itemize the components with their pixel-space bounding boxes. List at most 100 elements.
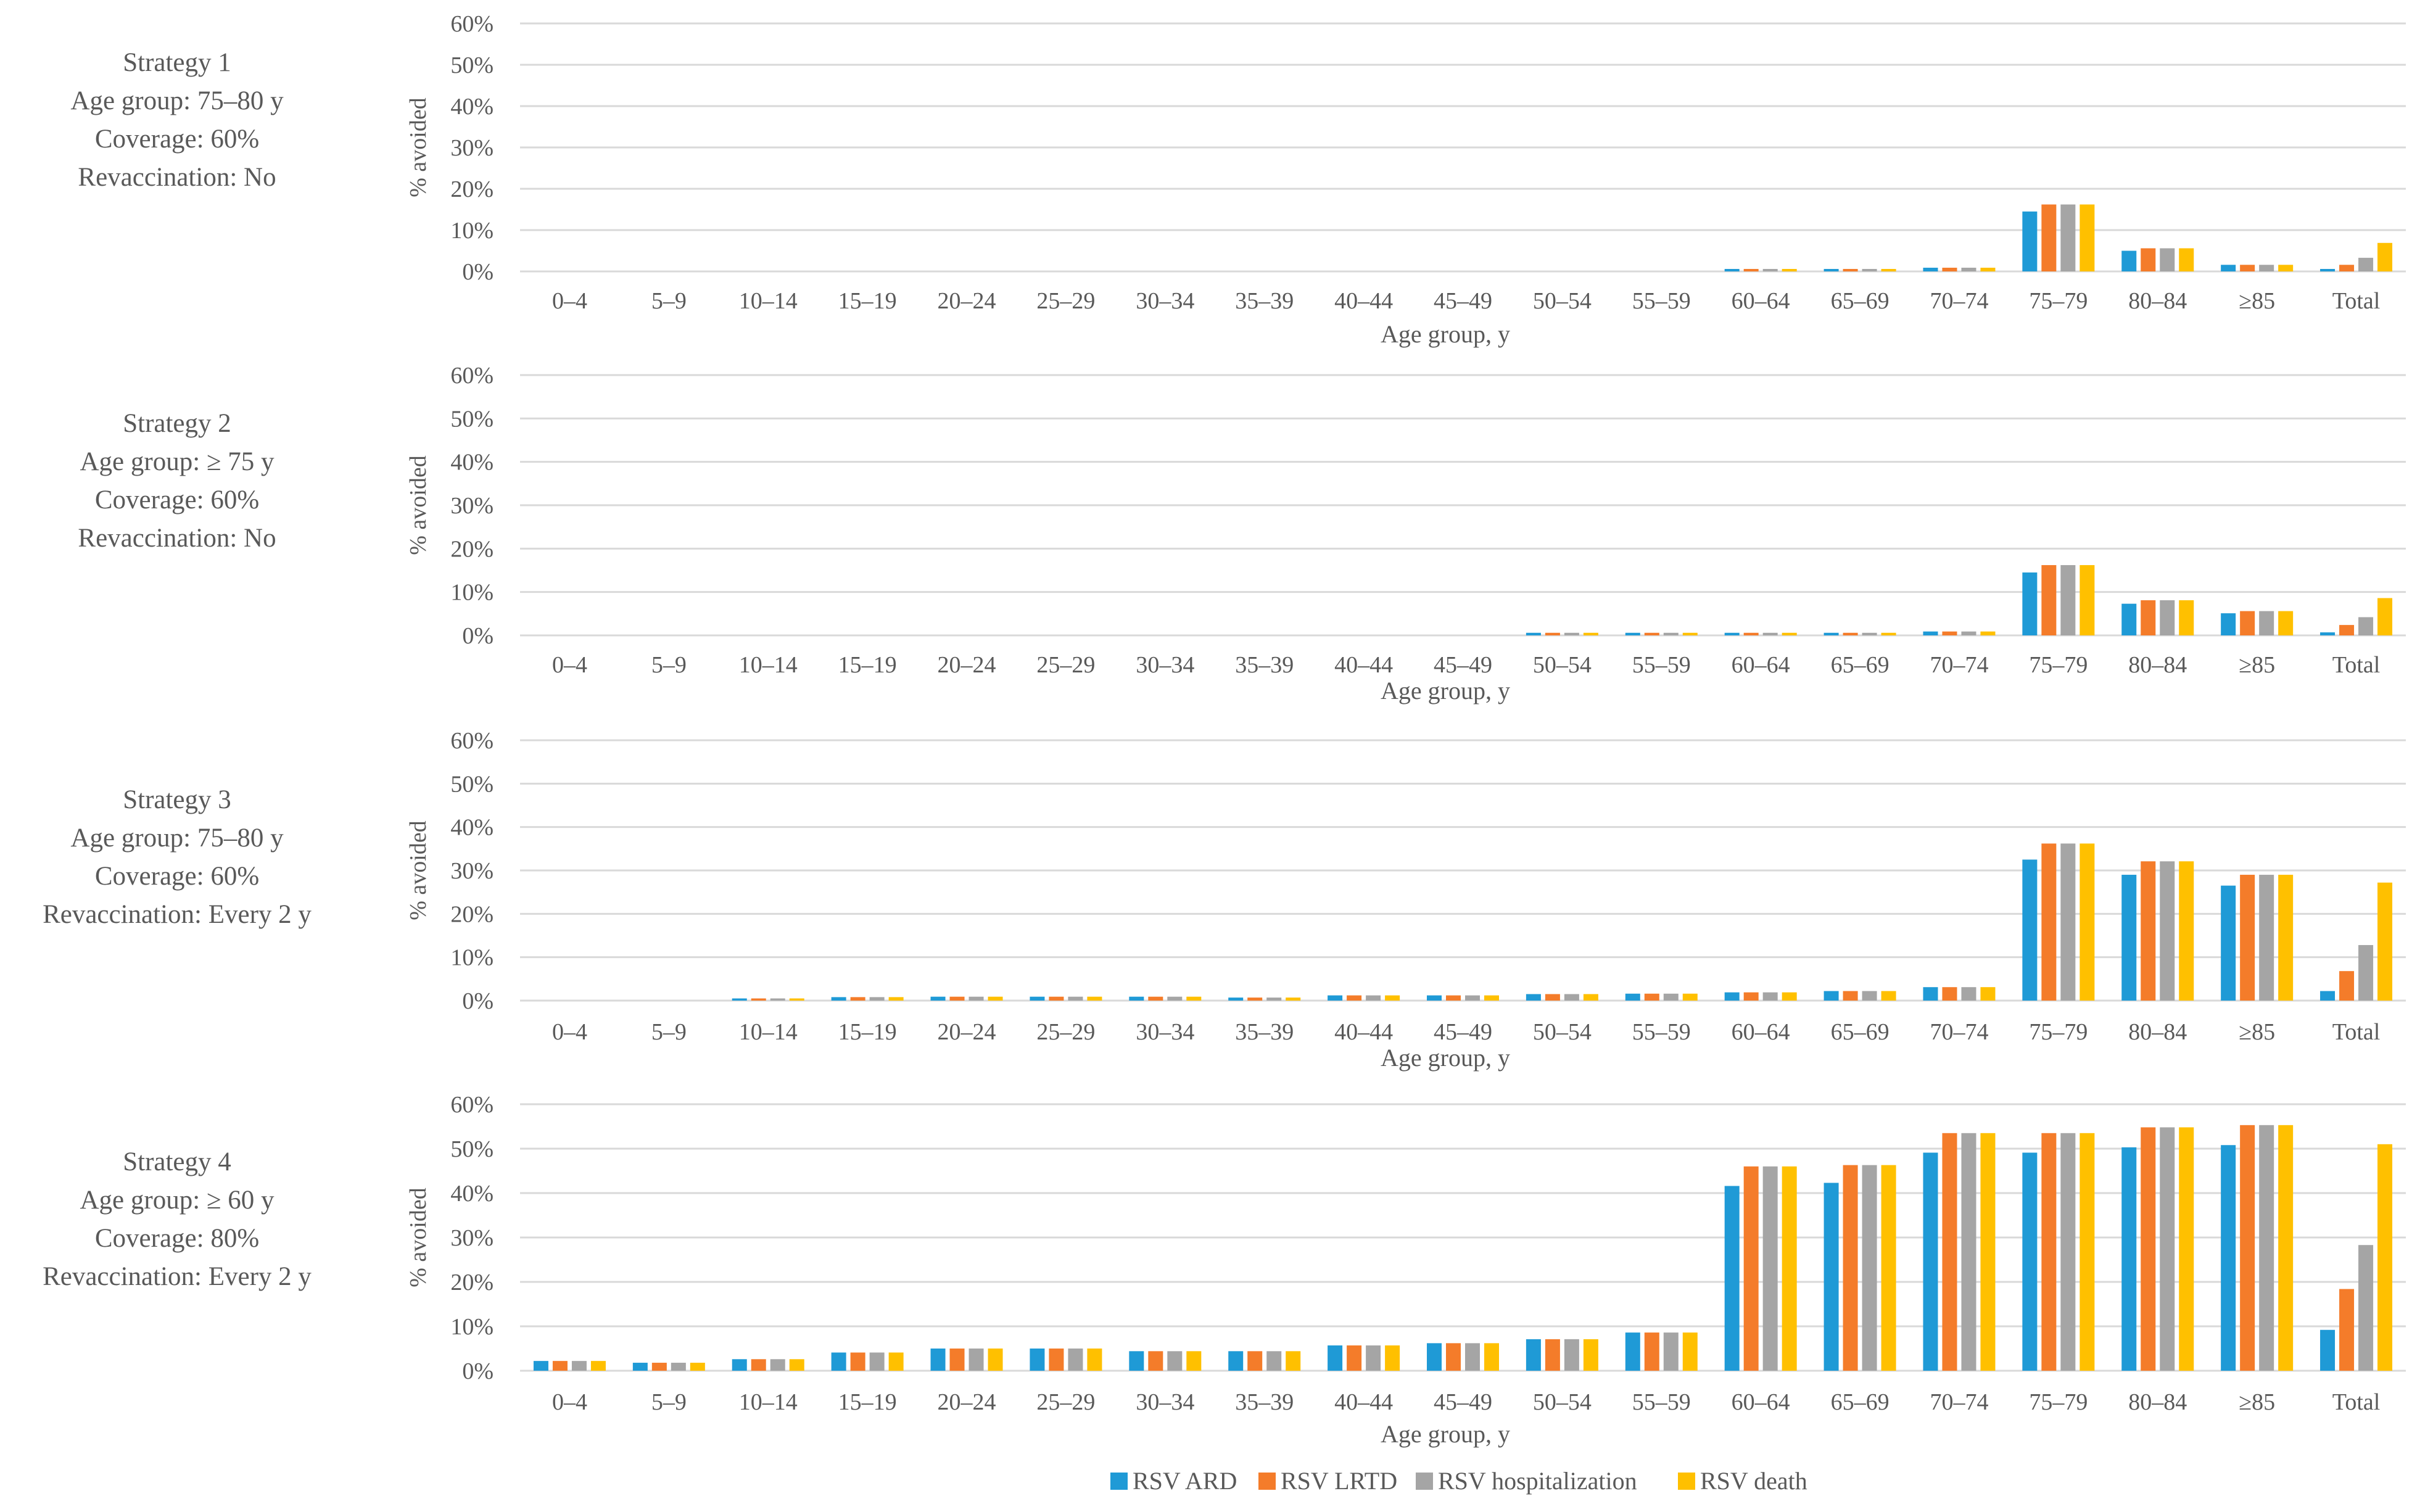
bar: [2160, 600, 2175, 635]
bar: [1843, 268, 1858, 271]
bar: [969, 996, 984, 1001]
bar: [869, 1352, 885, 1371]
bar: [1564, 1339, 1579, 1371]
bar: [988, 1349, 1003, 1371]
bar: [1961, 987, 1976, 1001]
bar: [2339, 265, 2355, 271]
bar: [1148, 1351, 1163, 1371]
bar: [1743, 268, 1759, 271]
bar: [2240, 875, 2255, 1001]
bar: [2278, 875, 2294, 1001]
bar: [2339, 971, 2355, 1001]
bar: [2320, 991, 2336, 1001]
bar: [1980, 631, 1996, 635]
bar: [1743, 1166, 1759, 1371]
y-tick-label: 60%: [450, 1092, 494, 1118]
bar: [831, 997, 846, 1001]
x-tick-label: 30–34: [1136, 288, 1194, 314]
bar: [1862, 632, 1877, 635]
bar: [1881, 268, 1896, 271]
bar: [2320, 1329, 2336, 1371]
x-tick-label: 40–44: [1334, 1019, 1393, 1045]
bar: [2339, 1289, 2355, 1371]
x-tick-label: 15–19: [838, 1389, 897, 1415]
bar: [888, 1352, 904, 1371]
bar: [2080, 565, 2095, 635]
bar: [1286, 1351, 1301, 1371]
y-tick-label: 30%: [450, 135, 494, 161]
x-tick-label: Total: [2332, 288, 2381, 314]
y-tick-label: 10%: [450, 945, 494, 971]
x-tick-label: 30–34: [1136, 652, 1194, 678]
bar: [2358, 257, 2374, 271]
bar: [1583, 1339, 1598, 1371]
x-tick-label: 10–14: [739, 1389, 798, 1415]
x-tick-label: Total: [2332, 1389, 2381, 1415]
bar: [1923, 267, 1938, 271]
bar: [1923, 987, 1938, 1001]
y-tick-label: 30%: [450, 493, 494, 519]
y-tick-label: 20%: [450, 176, 494, 202]
bar: [1782, 268, 1797, 271]
bar: [1942, 987, 1957, 1001]
x-tick-label: 20–24: [938, 288, 996, 314]
bar: [2160, 1127, 2175, 1371]
bar: [1465, 995, 1480, 1001]
strategy-label-line: Coverage: 60%: [95, 862, 259, 891]
bar: [732, 1359, 747, 1371]
bar: [1862, 991, 1877, 1001]
bar: [2278, 1125, 2294, 1371]
bar: [1545, 1339, 1560, 1371]
legend-swatch: [1110, 1473, 1128, 1490]
y-axis-label: % avoided: [405, 455, 431, 555]
x-tick-label: 25–29: [1036, 1389, 1095, 1415]
x-tick-label: 65–69: [1831, 1019, 1890, 1045]
x-tick-label: 15–19: [838, 652, 897, 678]
bar: [2041, 204, 2057, 271]
strategy-label-line: Strategy 3: [123, 785, 231, 814]
bar: [1385, 995, 1400, 1001]
bar: [1266, 1351, 1282, 1371]
bar: [1663, 993, 1679, 1001]
chart-panel-2: Strategy 2 Age group: ≥ 75 y Coverage: 60%…: [78, 363, 2406, 704]
x-axis-label: Age group, y: [1381, 1420, 1510, 1448]
bar: [1724, 632, 1740, 635]
x-tick-label: 60–64: [1732, 288, 1790, 314]
bar: [1526, 994, 1541, 1001]
x-tick-label: 0–4: [552, 652, 587, 678]
bar: [2240, 1125, 2255, 1371]
bar: [1743, 632, 1759, 635]
bar: [1762, 268, 1778, 271]
strategy-label-line: Age group: ≥ 75 y: [80, 447, 275, 476]
bar: [2278, 611, 2294, 635]
bar: [2358, 944, 2374, 1001]
bar: [1782, 632, 1797, 635]
bar: [1484, 995, 1499, 1001]
x-tick-label: 60–64: [1732, 1019, 1790, 1045]
bar: [1049, 996, 1064, 1001]
y-tick-label: 0%: [462, 259, 494, 285]
bar: [1328, 995, 1343, 1001]
bar: [930, 996, 946, 1001]
x-tick-label: 15–19: [838, 288, 897, 314]
y-tick-label: 50%: [450, 1136, 494, 1162]
bar: [789, 1359, 804, 1371]
bar: [831, 1352, 846, 1371]
x-tick-label: 10–14: [739, 1019, 798, 1045]
bar: [1068, 1349, 1083, 1371]
bar: [1266, 998, 1282, 1001]
y-tick-label: 10%: [450, 1314, 494, 1340]
y-axis-label: % avoided: [405, 820, 431, 920]
x-tick-label: 80–84: [2128, 1019, 2187, 1045]
bar: [1186, 996, 1202, 1001]
y-axis-label: % avoided: [405, 97, 431, 197]
y-tick-label: 60%: [450, 728, 494, 754]
bar: [1286, 998, 1301, 1001]
bar: [1823, 991, 1839, 1001]
x-tick-label: 25–29: [1036, 652, 1095, 678]
legend-label: RSV death: [1700, 1467, 1807, 1495]
bar: [2141, 1127, 2156, 1371]
bar: [1682, 1332, 1698, 1371]
bar: [1228, 1351, 1244, 1371]
bar: [1881, 632, 1896, 635]
